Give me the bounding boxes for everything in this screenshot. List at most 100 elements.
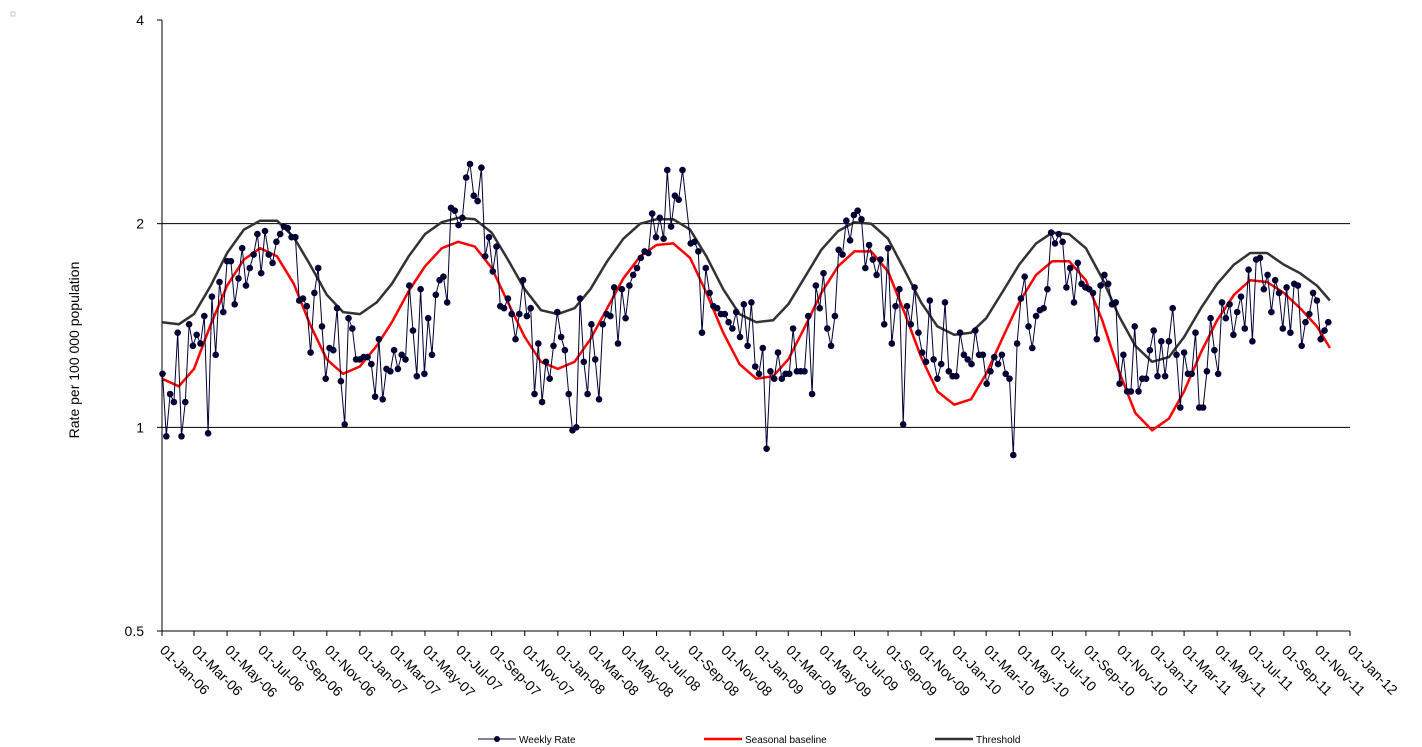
weekly-rate-point [550,342,557,350]
weekly-rate-point [618,285,626,293]
weekly-rate-point [725,318,732,326]
weekly-rate-point [816,304,823,312]
weekly-rate-point [189,342,197,350]
weekly-rate-point [1283,284,1290,291]
weekly-rate-point [987,368,994,375]
weekly-rate-point [345,314,352,322]
weekly-rate-point [387,368,394,375]
weekly-rate-point [535,340,542,347]
weekly-rate-point [512,335,519,343]
weekly-rate-point [235,275,242,282]
weekly-rate-point [519,276,527,284]
weekly-rate-point [888,340,896,347]
weekly-rate-point [622,314,629,322]
weekly-rate-point [1112,299,1120,306]
weekly-rate-point [656,214,664,222]
weekly-rate-point [474,197,481,205]
weekly-rate-point [1154,372,1161,380]
weekly-rate-point [504,295,512,302]
weekly-rate-point [1245,266,1252,274]
weekly-rate-point [1127,388,1135,395]
weekly-rate-point [1298,342,1305,350]
weekly-rate-point [208,293,216,301]
weekly-rate-point [820,269,827,277]
weekly-rate-point [626,282,633,289]
weekly-rate-point [679,166,686,174]
weekly-rate-point [1161,372,1169,380]
weekly-rate-point [740,301,748,308]
weekly-rate-point [493,243,500,250]
weekly-rate-point [413,372,421,380]
weekly-rate-point [311,289,318,297]
weekly-rate-point [531,390,538,398]
weekly-rate-point [1101,271,1108,279]
weekly-rate-point [459,214,466,222]
weekly-rate-point [960,351,968,359]
legend-marker [494,736,500,742]
weekly-rate-point [1313,297,1321,304]
y-tick-label: 0.5 [125,623,145,639]
weekly-rate-point [801,368,808,375]
weekly-rate-point [1173,351,1180,359]
weekly-rate-point [691,238,698,246]
weekly-rate-point [1271,276,1279,284]
weekly-rate-point [565,390,572,398]
weekly-rate-point [903,302,911,310]
weekly-rate-point [1249,338,1256,345]
weekly-rate-point [1017,295,1025,302]
weekly-rate-point [485,233,493,241]
weekly-rate-point [394,365,402,373]
weekly-rate-point [1275,289,1283,297]
weekly-rate-point [212,351,219,359]
weekly-rate-point [941,299,949,306]
weekly-rate-point [216,278,223,286]
weekly-rate-point [466,160,474,168]
weekly-rate-point [197,340,204,347]
weekly-rate-point [1120,351,1127,359]
weekly-rate-point [778,375,786,383]
weekly-rate-point [930,356,937,363]
weekly-rate-point [667,223,675,230]
legend-label: Weekly Rate [519,735,576,746]
weekly-rate-point [303,302,311,310]
weekly-rate-point [273,238,280,246]
weekly-rate-point [614,340,622,347]
weekly-rate-point [1116,380,1123,388]
weekly-rate-point [991,353,998,361]
weekly-rate-point [956,329,964,337]
weekly-rate-point [862,264,869,272]
weekly-rate-point [185,321,193,328]
weekly-rate-point [695,248,702,255]
weekly-rate-point [998,351,1006,359]
weekly-rate-point [1044,285,1051,293]
weekly-rate-point [896,285,903,293]
weekly-rate-point [595,396,603,403]
weekly-rate-point [713,304,721,312]
weekly-rate-point [523,312,531,320]
weekly-rate-point [159,370,166,378]
weekly-rate-point [827,342,835,350]
weekly-rate-point [1146,346,1154,354]
weekly-rate-point [432,291,440,299]
weekly-rate-point [588,321,595,328]
weekly-rate-point [1158,338,1165,345]
weekly-rate-point [972,327,979,334]
weekly-rate-point [751,363,759,370]
weekly-rate-point [341,421,349,428]
weekly-rate-point [660,235,667,242]
weekly-rate-point [629,271,637,279]
weekly-rate-point [292,233,299,241]
weekly-rate-point [349,325,356,332]
weekly-rate-point [637,254,645,262]
weekly-rate-point [1222,314,1230,322]
weekly-rate-point [1089,289,1097,297]
weekly-rate-point [1192,329,1199,337]
y-axis-label: Rate per 100 000 population [66,262,82,439]
weekly-rate-point [831,312,839,320]
weekly-rate-point [1059,238,1066,246]
weekly-rate-point [1260,285,1268,293]
weekly-rate-point [789,325,797,332]
weekly-rate-point [1010,451,1017,459]
weekly-rate-point [732,308,740,316]
weekly-rate-point [538,398,546,406]
